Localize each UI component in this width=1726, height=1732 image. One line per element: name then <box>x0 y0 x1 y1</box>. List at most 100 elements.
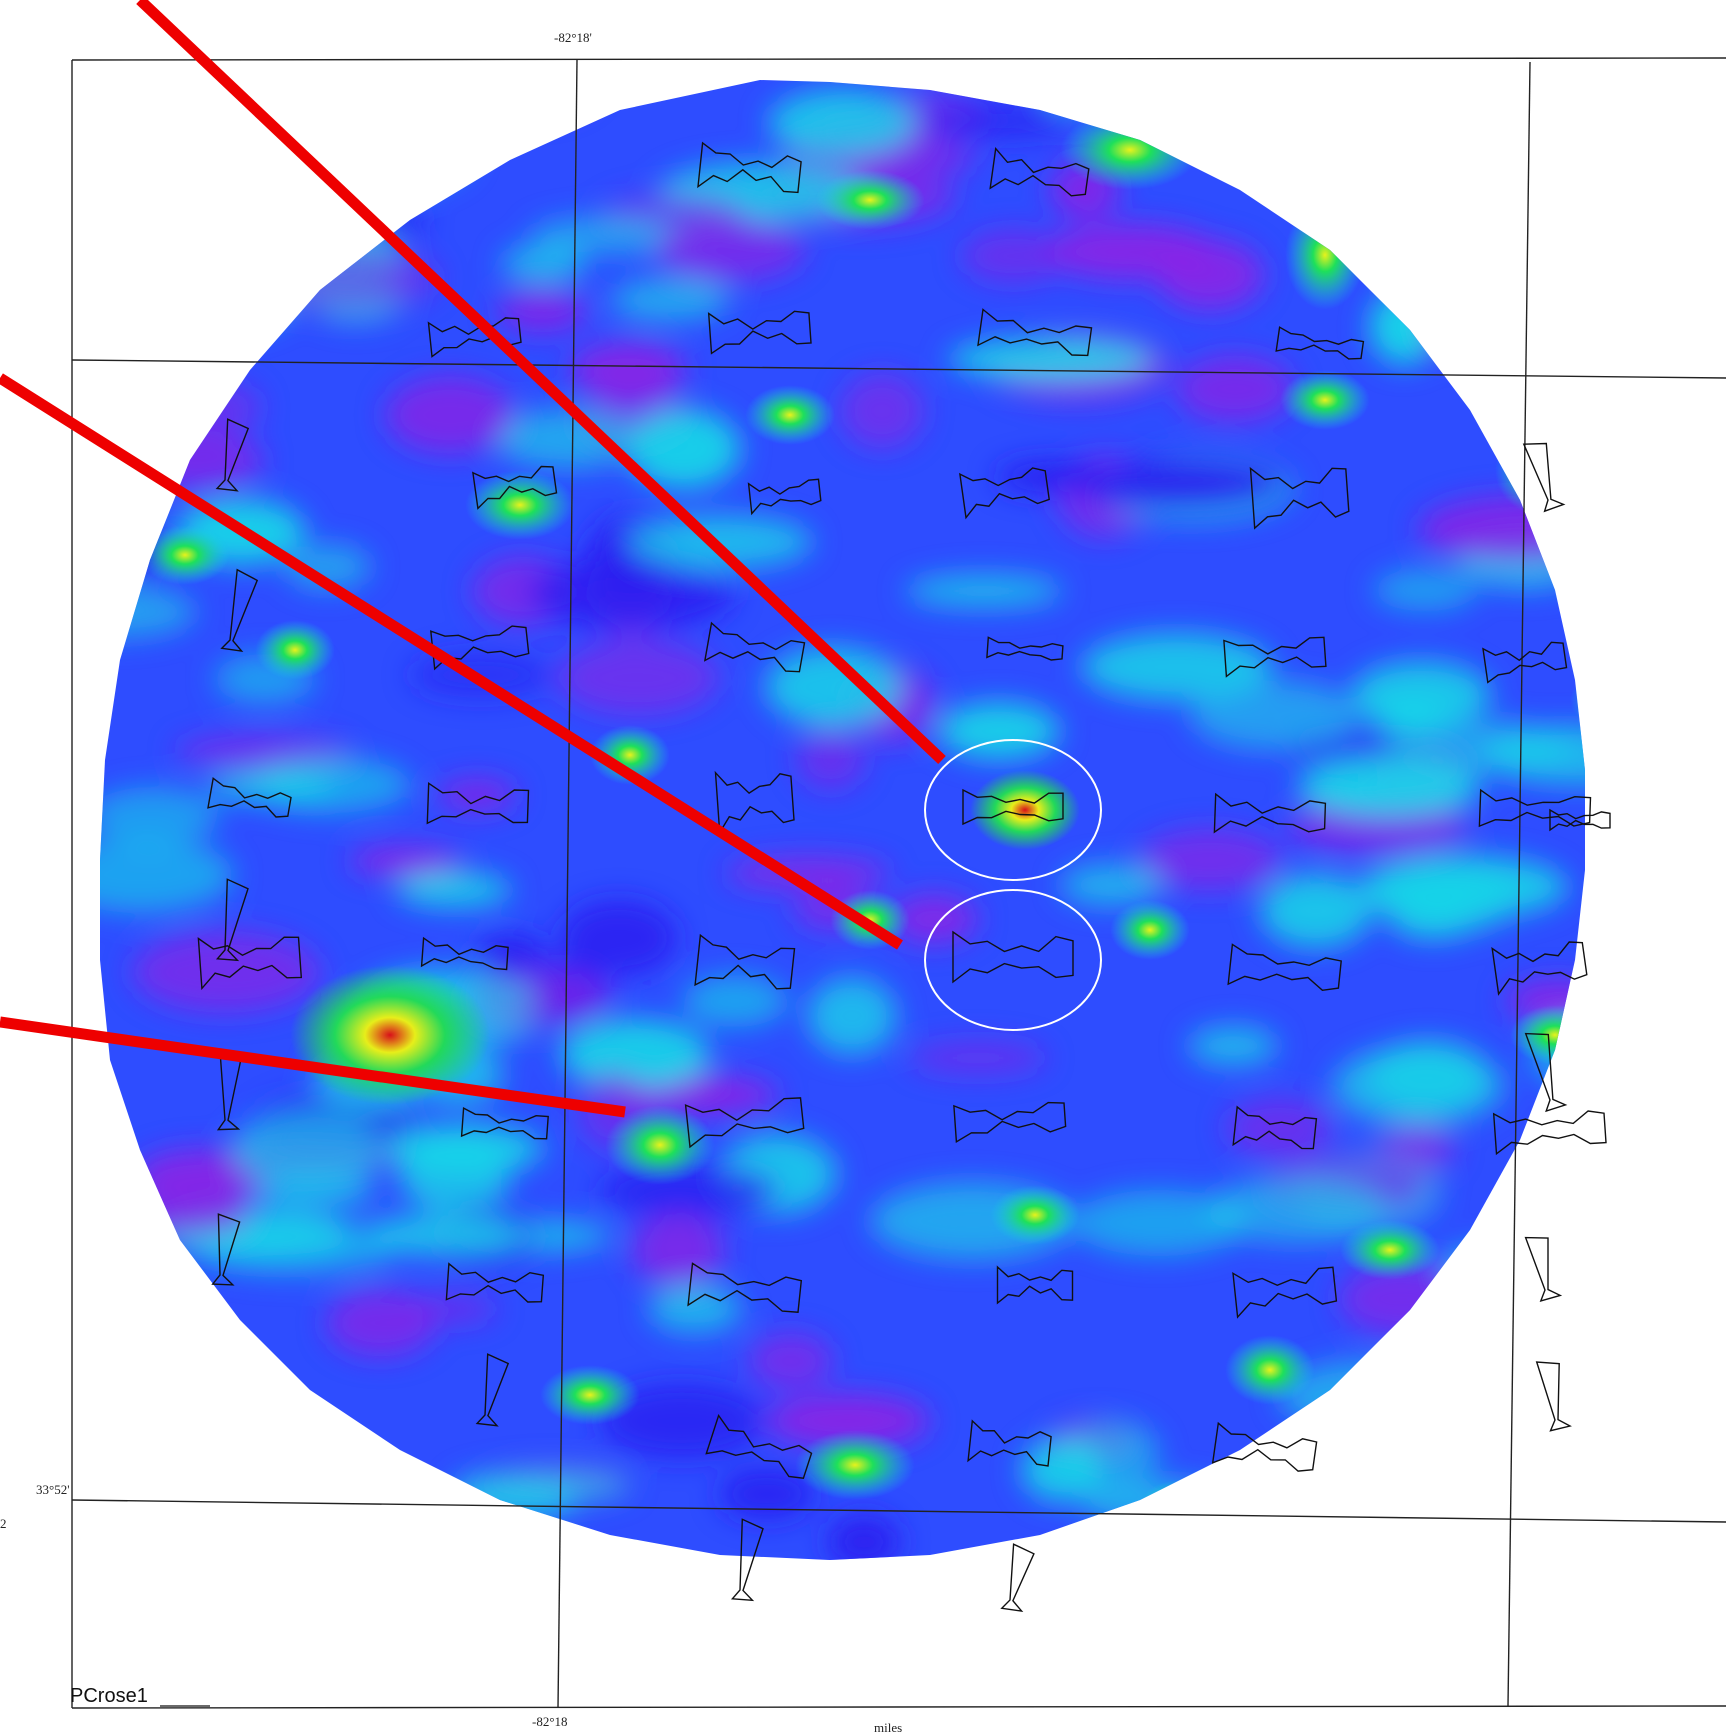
raster-hotspot <box>970 770 1080 850</box>
raster-blob <box>1551 81 1585 121</box>
rose-diagram <box>1232 1266 1338 1319</box>
raster-blob <box>961 229 1067 283</box>
rose-diagram <box>420 936 509 971</box>
raster-blob <box>386 1124 544 1174</box>
raster-blob <box>1446 1252 1574 1284</box>
rose-wedge <box>220 568 259 653</box>
rose-diagram <box>429 625 530 671</box>
raster-hotspot <box>795 1430 915 1500</box>
raster-hotspot <box>1285 200 1365 310</box>
highlight-ellipse-lower <box>924 889 1102 1031</box>
raster-hotspot <box>1495 425 1585 515</box>
raster-blob <box>275 80 433 97</box>
raster-hotspot <box>1140 1480 1220 1530</box>
raster-blob <box>1369 289 1439 365</box>
raster-blob <box>560 900 678 976</box>
rose-diagram <box>1478 788 1592 828</box>
raster-blob <box>530 216 696 254</box>
graticule <box>71 59 1726 1709</box>
raster-blob <box>100 244 190 300</box>
raster-blob <box>213 243 285 313</box>
raster-blob <box>1072 1190 1246 1256</box>
rose-diagram <box>1275 326 1365 360</box>
raster-blob <box>1527 436 1585 508</box>
raster-blob <box>599 1383 765 1459</box>
rose-wedge <box>1535 1361 1572 1432</box>
raster-blob <box>1446 196 1566 228</box>
rose-diagram <box>952 930 1074 984</box>
raster-blob <box>124 431 264 489</box>
raster-blob <box>1373 569 1477 611</box>
rose-diagram <box>1491 941 1588 996</box>
raster-blob <box>840 373 924 449</box>
raster-hotspot <box>560 1625 640 1675</box>
raster-blob <box>557 640 719 716</box>
raster-blob <box>682 975 788 1027</box>
raster-hotspot <box>140 525 230 585</box>
raster-blob <box>1225 1098 1333 1158</box>
rose-wedge <box>1524 1236 1563 1302</box>
raster-blob <box>627 409 741 489</box>
raster-blob <box>765 647 901 727</box>
rose-diagram <box>687 1262 803 1313</box>
raster-blob <box>905 574 1063 608</box>
raster-blob <box>258 1178 376 1208</box>
raster-blob <box>1448 1417 1585 1487</box>
rose-diagram <box>714 770 795 835</box>
rose-diagram <box>445 1262 545 1303</box>
raster-blob <box>1176 355 1294 423</box>
rose-diagram <box>427 317 522 358</box>
raster-blob <box>1380 221 1550 287</box>
raster-blob <box>1373 865 1515 935</box>
rose-diagram <box>996 1265 1074 1305</box>
raster-blob <box>1396 89 1582 171</box>
latitude-label-left: 33°52' <box>36 1482 70 1497</box>
rose-wedge <box>211 1213 241 1286</box>
raster-blob <box>921 103 1077 139</box>
rose-diagram <box>977 308 1093 357</box>
rose-wedge <box>730 1518 764 1602</box>
raster-blob <box>1105 83 1209 117</box>
raster-blob <box>654 218 806 282</box>
raster-hotspot <box>1110 900 1190 960</box>
raster-blob <box>132 931 320 1013</box>
raster-blob <box>100 787 219 845</box>
pointer-lines <box>0 0 946 1118</box>
raster-hotspot <box>745 385 835 445</box>
raster-blob <box>179 118 307 184</box>
rose-diagram <box>1223 636 1327 678</box>
graticule-parallel-north <box>71 359 1726 379</box>
raster-blob <box>100 586 196 638</box>
raster-blob <box>1297 757 1481 817</box>
raster-blob <box>178 249 300 329</box>
rose-diagram <box>460 1106 549 1140</box>
rose-diagram <box>953 1101 1067 1143</box>
rose-diagram <box>684 1097 805 1149</box>
raster-blob <box>768 89 916 157</box>
raster-blob <box>100 837 234 913</box>
raster-blob <box>938 702 1060 760</box>
raster-blob <box>495 409 639 469</box>
rose-wedge <box>1522 442 1566 513</box>
raster-blob <box>446 1483 578 1521</box>
raster-blob <box>1232 1520 1318 1560</box>
raster-blob <box>1043 80 1115 110</box>
raster-blob <box>1475 80 1585 120</box>
raster-blob <box>560 1019 710 1089</box>
rose-wedge <box>215 878 249 962</box>
raster-blob <box>1060 864 1162 906</box>
raster-blob <box>1425 300 1521 356</box>
raster-blob <box>807 977 897 1055</box>
rose-diagram <box>747 478 822 516</box>
raster-blob <box>185 158 281 204</box>
rose-diagram <box>426 782 530 825</box>
raster-hotspot <box>1510 1005 1585 1065</box>
pointer-line-top <box>136 0 946 764</box>
raster-blob <box>1138 829 1282 891</box>
rose-diagram <box>697 141 802 194</box>
raster-blob <box>326 1289 436 1357</box>
raster-blob <box>796 728 866 790</box>
raster-blob <box>359 1215 527 1255</box>
raster-blob <box>570 342 686 398</box>
